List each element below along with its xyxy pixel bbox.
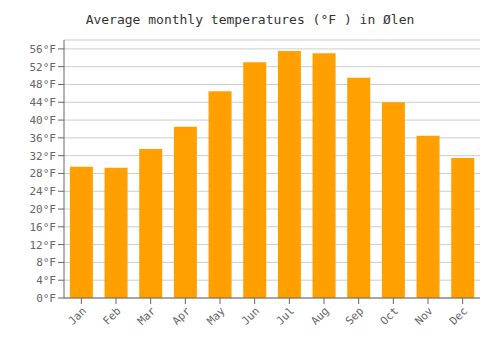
- svg-text:24°F: 24°F: [30, 185, 57, 198]
- svg-text:28°F: 28°F: [30, 167, 57, 180]
- svg-text:Oct: Oct: [378, 304, 401, 327]
- svg-text:44°F: 44°F: [30, 96, 57, 109]
- svg-text:8°F: 8°F: [36, 256, 56, 269]
- svg-text:16°F: 16°F: [30, 221, 57, 234]
- svg-text:Aug: Aug: [308, 304, 331, 327]
- svg-text:Jun: Jun: [239, 304, 262, 327]
- svg-text:Nov: Nov: [412, 304, 436, 328]
- svg-text:56°F: 56°F: [30, 43, 57, 56]
- svg-text:36°F: 36°F: [30, 132, 57, 145]
- svg-text:32°F: 32°F: [30, 150, 57, 163]
- svg-text:48°F: 48°F: [30, 78, 57, 91]
- svg-text:20°F: 20°F: [30, 203, 57, 216]
- svg-text:May: May: [204, 304, 228, 328]
- svg-text:Mar: Mar: [135, 304, 159, 328]
- svg-text:Jan: Jan: [66, 304, 89, 327]
- svg-text:Apr: Apr: [170, 304, 194, 328]
- html-text:Average monthly temperatures (: Average monthly temperatures (°F ) in Øl…: [85, 12, 415, 27]
- svg-text:52°F: 52°F: [30, 61, 57, 74]
- svg-text:Sep: Sep: [343, 304, 366, 327]
- svg-text:Dec: Dec: [447, 304, 470, 327]
- svg-text:4°F: 4°F: [36, 274, 56, 287]
- svg-text:12°F: 12°F: [30, 239, 57, 252]
- svg-text:40°F: 40°F: [30, 114, 57, 127]
- svg-text:Jul: Jul: [274, 304, 297, 327]
- svg-text:0°F: 0°F: [36, 292, 56, 305]
- svg-text:Feb: Feb: [100, 304, 123, 327]
